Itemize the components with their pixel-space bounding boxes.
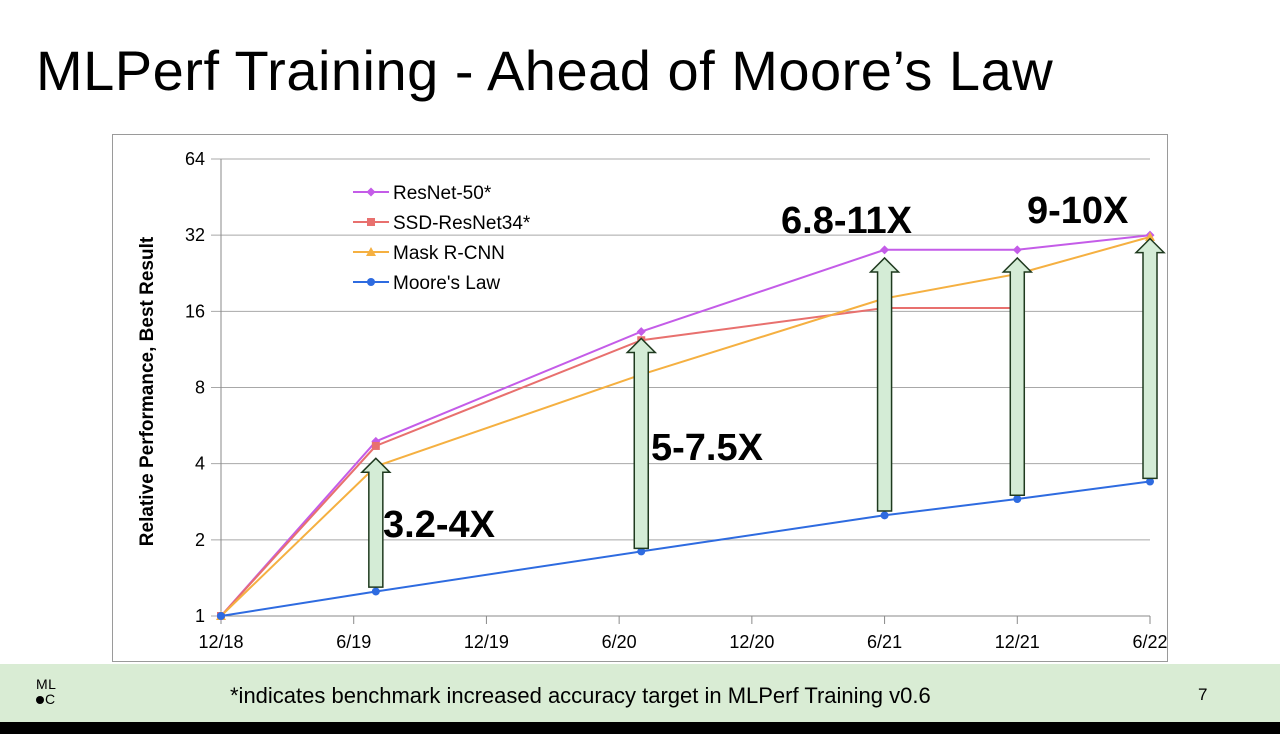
logo-text-c: C (45, 691, 56, 707)
growth-arrow (868, 256, 901, 512)
bottom-black-bar (0, 722, 1280, 734)
data-point (1012, 245, 1022, 255)
data-point (636, 327, 646, 337)
x-tick-label: 6/19 (336, 632, 371, 652)
growth-arrow (360, 457, 392, 588)
y-tick-label: 8 (195, 378, 205, 398)
page-number: 7 (1198, 685, 1208, 704)
x-tick-label: 12/20 (729, 632, 774, 652)
y-tick-label: 4 (195, 454, 205, 474)
series-line-1 (220, 307, 1018, 617)
series-line-0 (220, 234, 1151, 617)
growth-arrow (1134, 237, 1166, 480)
y-tick-label: 64 (185, 149, 205, 169)
x-tick-label: 12/19 (464, 632, 509, 652)
logo-text-ml: ML (36, 676, 57, 692)
x-tick-label: 6/20 (602, 632, 637, 652)
data-point (217, 612, 225, 620)
legend-entry: ResNet-50* (393, 183, 492, 204)
speedup-label: 6.8-11X (781, 200, 913, 242)
y-tick-label: 32 (185, 225, 205, 245)
data-point (1146, 477, 1154, 486)
x-tick-label: 12/18 (198, 632, 243, 652)
data-point (371, 587, 380, 596)
legend-marker (367, 218, 375, 226)
logo-dot-icon (36, 696, 44, 704)
speedup-label: 9-10X (1027, 190, 1129, 232)
series-line-3 (220, 480, 1151, 617)
growth-arrow (1001, 256, 1034, 497)
mlc-logo: ML C (36, 677, 66, 711)
x-tick-label: 6/22 (1132, 632, 1167, 652)
y-axis-label: Relative Performance, Best Result (137, 236, 158, 546)
x-tick-label: 6/21 (867, 632, 902, 652)
slide-title: MLPerf Training - Ahead of Moore’s Law (36, 39, 1054, 102)
legend-entry: SSD-ResNet34* (393, 213, 531, 234)
legend-marker (366, 247, 376, 256)
y-tick-label: 2 (195, 530, 205, 550)
speedup-label: 5-7.5X (651, 427, 764, 469)
chart-frame: 1 2 4 8 16 32 64 12/18 6/19 12/19 6/20 12/20 6/21 12/… (112, 134, 1168, 662)
legend-marker (366, 187, 376, 197)
data-point (880, 245, 890, 255)
line-chart: 1 2 4 8 16 32 64 12/18 6/19 12/19 6/20 12/20 6/21 12/… (137, 149, 1167, 652)
data-point (1013, 495, 1022, 504)
x-tick-label: 12/21 (995, 632, 1040, 652)
data-point (1145, 231, 1155, 241)
data-point (371, 441, 380, 450)
footnote: *indicates benchmark increased accuracy … (230, 683, 931, 708)
series-line-2 (220, 235, 1151, 617)
legend-entry: Moore's Law (393, 273, 500, 294)
data-point (880, 511, 889, 520)
speedup-label: 3.2-4X (383, 504, 496, 546)
growth-arrow (625, 337, 658, 550)
data-point (637, 547, 646, 556)
y-tick-label: 16 (185, 301, 205, 321)
y-tick-label: 1 (195, 606, 205, 626)
legend-marker (367, 278, 375, 286)
footer-bar: ML C *indicates benchmark increased accu… (0, 664, 1280, 722)
legend-entry: Mask R-CNN (393, 243, 505, 264)
